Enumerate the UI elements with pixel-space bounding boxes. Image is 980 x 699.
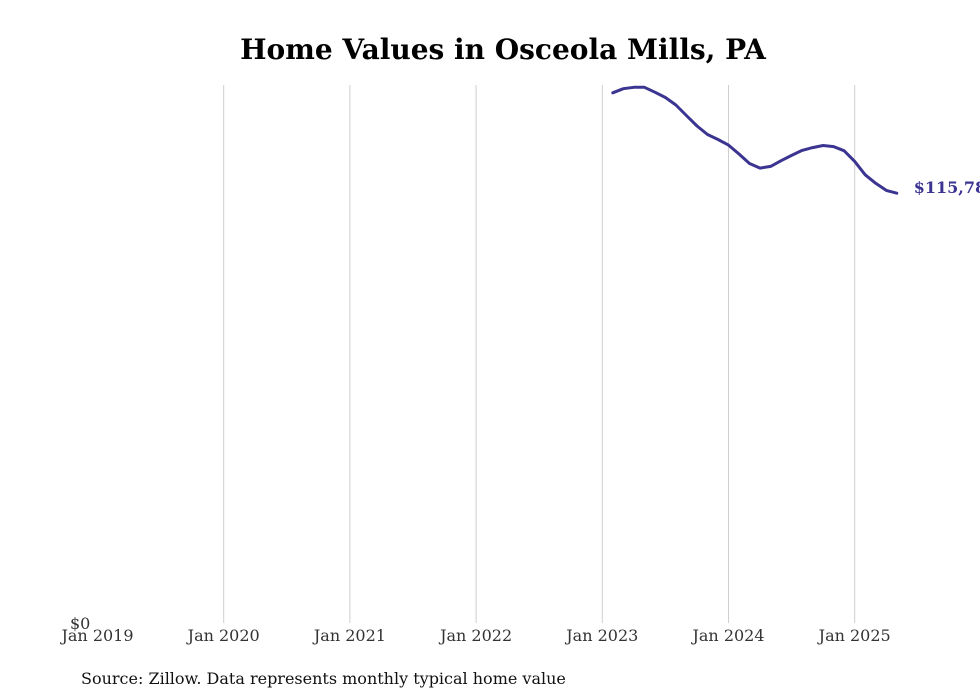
data-point [738, 153, 741, 156]
data-point [632, 86, 635, 89]
data-point [759, 167, 762, 170]
data-point [769, 165, 772, 168]
x-tick-label: Jan 2019 [59, 626, 133, 645]
data-point [611, 91, 614, 94]
x-tick-label: Jan 2023 [564, 626, 638, 645]
series-line [611, 85, 899, 195]
data-point [748, 162, 751, 165]
data-point [874, 182, 877, 185]
data-point [622, 87, 625, 90]
data-point [801, 149, 804, 152]
x-axis: Jan 2019 Jan 2020 Jan 2021 Jan 2022 Jan 2023… [59, 626, 890, 645]
y-tick-label: $0 [70, 614, 90, 633]
data-point [727, 144, 730, 147]
data-point [685, 114, 688, 117]
x-tick-label: Jan 2025 [817, 626, 891, 645]
data-point [706, 133, 709, 136]
data-point [696, 125, 699, 128]
data-point [811, 146, 814, 149]
data-point [853, 160, 856, 163]
grid-lines [223, 85, 856, 623]
data-point [843, 149, 846, 152]
y-axis: $0 [70, 614, 90, 633]
data-point [790, 154, 793, 157]
series-layer: $115,78 [611, 85, 980, 197]
data-point [822, 144, 825, 147]
data-point [780, 159, 783, 162]
data-point [674, 104, 677, 107]
data-point [717, 138, 720, 141]
data-point [643, 86, 646, 89]
x-tick-label: Jan 2022 [438, 626, 512, 645]
data-point [653, 91, 656, 94]
x-tick-label: Jan 2021 [312, 626, 386, 645]
data-point [832, 145, 835, 148]
data-point [895, 192, 898, 195]
data-point [664, 96, 667, 99]
data-point [864, 173, 867, 176]
data-point [885, 189, 888, 192]
source-note: Source: Zillow. Data represents monthly … [81, 669, 566, 688]
x-tick-label: Jan 2020 [186, 626, 260, 645]
end-value-label: $115,78 [914, 178, 980, 197]
x-tick-label: Jan 2024 [690, 626, 764, 645]
chart-title: Home Values in Osceola Mills, PA [240, 33, 767, 66]
